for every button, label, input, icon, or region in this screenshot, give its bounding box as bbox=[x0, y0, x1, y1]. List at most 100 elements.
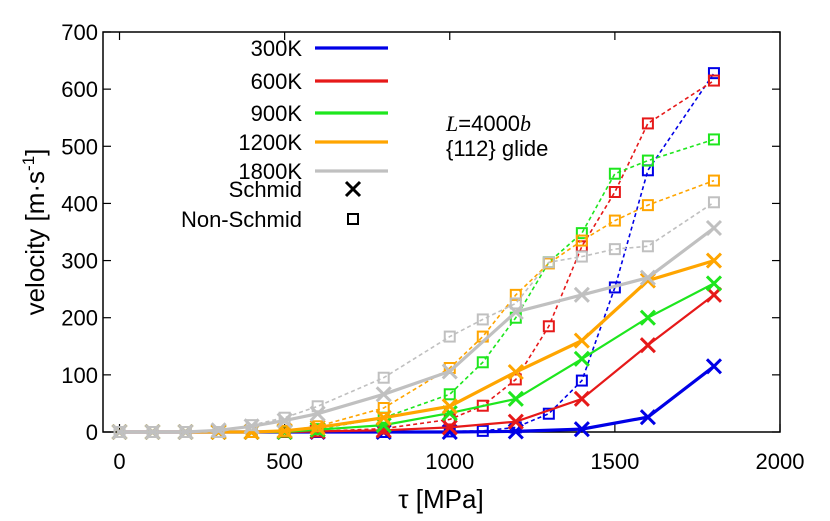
point-1200k-schmid-1400 bbox=[573, 332, 590, 349]
point-900k-nonschmid-1100 bbox=[476, 356, 489, 369]
point-900k-nonschmid-1600 bbox=[641, 154, 654, 167]
point-1200k-schmid-1800 bbox=[705, 252, 723, 269]
point-1800k-nonschmid-1800 bbox=[707, 196, 720, 209]
point-900k-nonschmid-1500 bbox=[608, 167, 621, 180]
point-600k-schmid-1400 bbox=[573, 390, 590, 407]
y-tick-label-0: 0 bbox=[86, 420, 98, 445]
point-1200k-nonschmid-1200 bbox=[509, 288, 522, 301]
x-tick-label-1500: 1500 bbox=[590, 449, 639, 474]
y-tick-label-400: 400 bbox=[61, 191, 98, 216]
point-600k-nonschmid-1300 bbox=[542, 320, 555, 333]
series-900k-schmid-line bbox=[119, 282, 715, 434]
point-1800k-schmid-600 bbox=[309, 405, 326, 422]
point-1800k-schmid-200 bbox=[177, 423, 194, 441]
annotation-L-value: =4000 bbox=[458, 111, 520, 136]
point-1800k-schmid-100 bbox=[144, 423, 161, 441]
series-1200k-nonschmid-line bbox=[119, 179, 715, 433]
annotation-L: L bbox=[445, 111, 458, 136]
point-1200k-nonschmid-1600 bbox=[641, 199, 654, 212]
point-600k-nonschmid-1800 bbox=[707, 74, 720, 87]
point-1800k-schmid-1400 bbox=[573, 286, 590, 303]
point-300k-nonschmid-1600 bbox=[641, 164, 654, 177]
point-1800k-nonschmid-1500 bbox=[608, 243, 621, 256]
legend-label-nonschmid: Non-Schmid bbox=[181, 207, 302, 232]
axis-ticks bbox=[103, 31, 781, 433]
point-1800k-nonschmid-1000 bbox=[443, 330, 456, 343]
point-1800k-schmid-800 bbox=[375, 386, 392, 403]
point-300k-nonschmid-1300 bbox=[542, 407, 555, 420]
point-1200k-nonschmid-1400 bbox=[575, 234, 588, 247]
point-1200k-nonschmid-1800 bbox=[707, 174, 720, 187]
x-axis-label: τ [MPa] bbox=[398, 484, 483, 514]
point-300k-schmid-1800 bbox=[705, 358, 723, 375]
point-1200k-schmid-1000 bbox=[441, 398, 458, 415]
plot-frame bbox=[102, 31, 781, 433]
legend-label-1200k: 1200K bbox=[238, 130, 302, 155]
point-300k-nonschmid-1400 bbox=[575, 374, 588, 387]
point-1800k-schmid-1200 bbox=[507, 303, 524, 321]
series-1800k-nonschmid-line bbox=[119, 201, 715, 433]
legend-marker-schmid bbox=[344, 180, 362, 198]
point-900k-schmid-1600 bbox=[639, 309, 656, 326]
series-300k-nonschmid-line bbox=[119, 72, 715, 433]
y-tick-labels: 0 100 200 300 400 500 600 700 bbox=[61, 20, 98, 445]
legend-label-300k: 300K bbox=[251, 36, 303, 61]
point-1800k-schmid-0 bbox=[111, 423, 128, 441]
x-tick-label-500: 500 bbox=[266, 449, 303, 474]
y-tick-label-100: 100 bbox=[61, 363, 98, 388]
point-600k-nonschmid-1500 bbox=[608, 186, 621, 198]
point-900k-schmid-1400 bbox=[573, 350, 590, 367]
series-1200k-schmid-line bbox=[119, 259, 715, 434]
point-1800k-schmid-500 bbox=[276, 412, 293, 429]
point-1200k-schmid-1200 bbox=[507, 363, 524, 381]
series-900k bbox=[111, 133, 723, 441]
x-tick-label-2000: 2000 bbox=[756, 449, 805, 474]
series-900k-nonschmid-line bbox=[119, 138, 715, 433]
point-1200k-schmid-800 bbox=[375, 409, 392, 426]
y-axis-label: velocity [m·s-1] bbox=[19, 149, 50, 316]
point-1800k-schmid-1800 bbox=[705, 219, 723, 237]
point-1800k-nonschmid-500 bbox=[278, 411, 291, 424]
annotation-glide: {112} glide bbox=[446, 136, 548, 161]
series-1800k bbox=[111, 196, 723, 441]
y-axis-label-close: ] bbox=[20, 149, 50, 156]
point-300k-schmid-1400 bbox=[573, 421, 590, 438]
legend-label-schmid: Schmid bbox=[229, 177, 302, 202]
point-600k-nonschmid-1200 bbox=[509, 373, 522, 386]
point-1800k-nonschmid-600 bbox=[311, 400, 324, 413]
series-layer bbox=[111, 67, 723, 441]
point-600k-schmid-1600 bbox=[639, 337, 656, 354]
legend-label-900k: 900K bbox=[251, 101, 303, 126]
point-1800k-nonschmid-1200 bbox=[509, 297, 522, 310]
y-axis-label-main: velocity [m·s bbox=[20, 171, 50, 315]
legend-label-1800k: 1800K bbox=[238, 159, 302, 184]
series-300k-schmid-line bbox=[119, 365, 715, 434]
point-1800k-schmid-300 bbox=[210, 422, 227, 439]
point-900k-nonschmid-1800 bbox=[707, 133, 720, 146]
point-900k-schmid-1800 bbox=[705, 275, 723, 292]
y-tick-label-200: 200 bbox=[61, 306, 98, 331]
point-1200k-nonschmid-800 bbox=[377, 402, 390, 414]
point-900k-nonschmid-1400 bbox=[575, 227, 588, 240]
y-tick-label-500: 500 bbox=[61, 134, 98, 159]
point-1800k-nonschmid-1400 bbox=[575, 250, 588, 263]
series-600k-nonschmid-line bbox=[119, 79, 715, 433]
x-tick-labels: 0 500 1000 1500 2000 bbox=[113, 449, 804, 474]
y-tick-label-700: 700 bbox=[61, 20, 98, 45]
y-tick-label-600: 600 bbox=[61, 77, 98, 102]
point-900k-schmid-1200 bbox=[507, 390, 524, 407]
y-tick-label-300: 300 bbox=[61, 249, 98, 274]
series-1800k-schmid-line bbox=[119, 226, 715, 434]
point-600k-schmid-1200 bbox=[507, 413, 524, 430]
point-1800k-nonschmid-1600 bbox=[641, 240, 654, 253]
point-300k-nonschmid-1800 bbox=[707, 67, 720, 80]
point-1800k-nonschmid-1300 bbox=[542, 256, 555, 269]
point-1800k-schmid-1600 bbox=[639, 269, 656, 286]
point-1200k-schmid-600 bbox=[309, 419, 326, 436]
legend-marker-nonschmid bbox=[347, 213, 359, 225]
point-1800k-schmid-1000 bbox=[441, 363, 458, 380]
point-1800k-nonschmid-1100 bbox=[476, 313, 489, 326]
annotation-b: b bbox=[520, 111, 531, 136]
